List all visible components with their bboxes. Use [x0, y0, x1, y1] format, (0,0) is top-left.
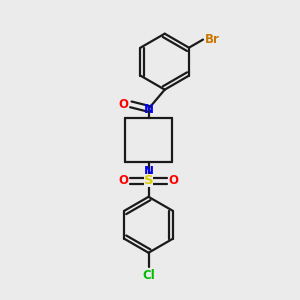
Text: O: O: [119, 174, 129, 187]
Text: Cl: Cl: [142, 269, 155, 282]
Text: N: N: [143, 165, 154, 178]
Text: Br: Br: [204, 33, 219, 46]
Text: S: S: [144, 174, 153, 187]
Text: O: O: [118, 98, 128, 111]
Text: N: N: [143, 103, 154, 116]
Text: O: O: [168, 174, 178, 187]
